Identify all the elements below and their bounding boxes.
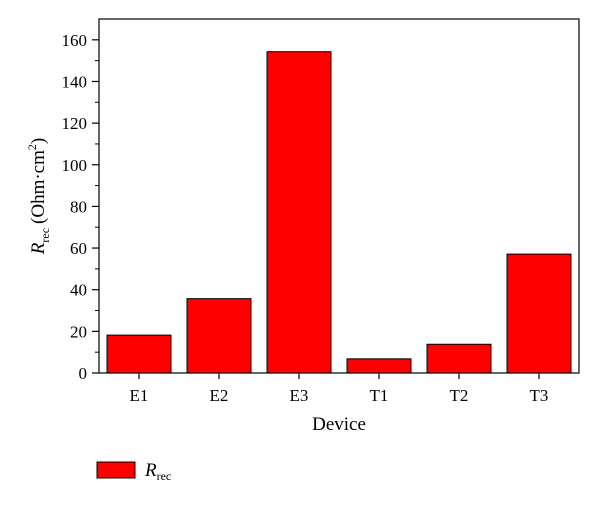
x-tick-label: E2 <box>210 386 229 405</box>
y-tick-label: 160 <box>62 31 88 50</box>
y-tick-label: 0 <box>79 364 88 383</box>
y-axis-ticks: 0 20 40 60 80 100 120 140 160 <box>62 31 99 383</box>
bar-e1 <box>106 334 172 374</box>
y-axis-label: Rrec(Ohm·cm2) <box>25 138 52 255</box>
x-tick-label: E1 <box>130 386 149 405</box>
x-tick-label: T2 <box>450 386 469 405</box>
x-tick-label: T1 <box>370 386 389 405</box>
y-tick-label: 100 <box>62 156 88 175</box>
legend: Rrec <box>96 460 171 483</box>
legend-swatch <box>96 461 136 479</box>
x-tick-label: T3 <box>530 386 549 405</box>
x-tick-label: E3 <box>290 386 309 405</box>
legend-label: Rrec <box>144 460 171 483</box>
bar-e2 <box>186 298 252 374</box>
bar-t3 <box>506 253 572 374</box>
y-tick-label: 80 <box>70 197 87 216</box>
y-tick-label: 60 <box>70 239 87 258</box>
y-tick-label: 140 <box>62 72 88 91</box>
x-axis-ticks: E1 E2 E3 T1 T2 T3 <box>130 373 549 405</box>
bar-t2 <box>426 343 492 374</box>
y-tick-label: 120 <box>62 114 88 133</box>
bars-group <box>106 51 572 374</box>
bar-e3 <box>266 51 332 374</box>
plot-frame <box>98 18 580 374</box>
x-axis-label: Device <box>312 414 366 435</box>
y-tick-label: 20 <box>70 322 87 341</box>
y-tick-label: 40 <box>70 281 87 300</box>
bar-t1 <box>346 358 412 374</box>
